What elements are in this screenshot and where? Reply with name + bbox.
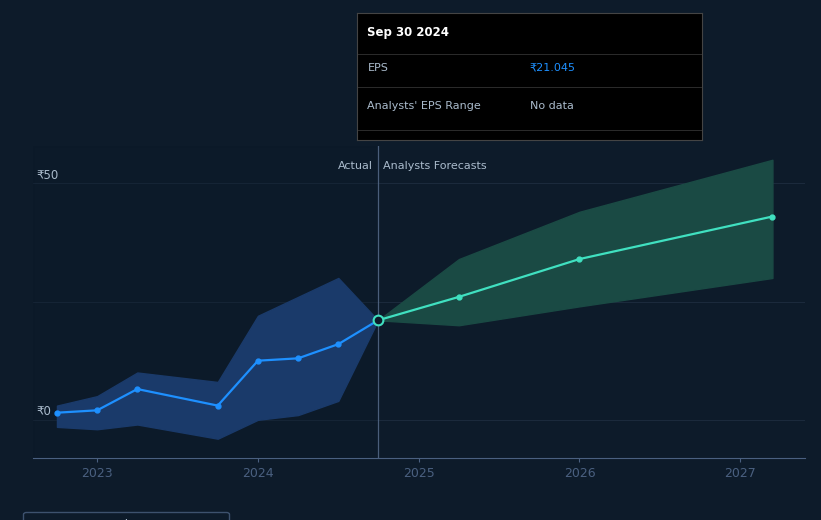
Text: ₹0: ₹0 (36, 406, 51, 419)
Text: No data: No data (530, 101, 573, 111)
Text: ₹21.045: ₹21.045 (530, 63, 576, 73)
Text: Actual: Actual (338, 161, 374, 171)
Bar (33, 146, 378, 458)
Text: Sep 30 2024: Sep 30 2024 (368, 25, 449, 39)
Text: EPS: EPS (368, 63, 388, 73)
Text: Analysts' EPS Range: Analysts' EPS Range (368, 101, 481, 111)
Legend: EPS, Analysts' EPS Range: EPS, Analysts' EPS Range (23, 512, 229, 520)
Text: ₹50: ₹50 (36, 170, 58, 183)
Text: Analysts Forecasts: Analysts Forecasts (383, 161, 487, 171)
